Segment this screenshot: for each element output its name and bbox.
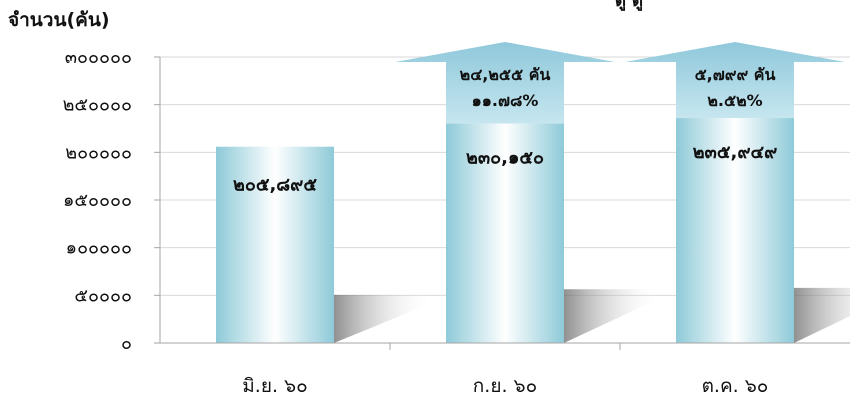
y-tick-label-5: ๒๕๐๐๐๐ (63, 95, 132, 116)
bar-2 (676, 118, 794, 343)
bars (216, 118, 794, 343)
x-category-label-1: ก.ย. ๖๐ (473, 375, 537, 397)
y-tick-label-0: ๐ (121, 333, 132, 354)
change-arrows (395, 42, 845, 124)
bar-shadows (334, 287, 850, 343)
bar-0 (216, 146, 334, 343)
data-label-2: ๒๓๕,๙๔๙ (693, 142, 778, 163)
y-tick-label-6: ๓๐๐๐๐๐ (65, 47, 132, 68)
y-tick-label-3: ๑๕๐๐๐๐ (63, 190, 132, 211)
bar-shadow-1 (564, 289, 662, 343)
chart-title-partial: ดู ดู (615, 0, 643, 12)
y-axis-label: จำนวน(คัน) (8, 9, 110, 31)
axes (154, 56, 850, 350)
data-label-0: ๒๐๕,๘๙๕ (233, 175, 317, 196)
x-category-label-2: ต.ค. ๖๐ (702, 375, 769, 397)
x-category-label-0: มิ.ย. ๖๐ (242, 375, 307, 397)
change-count-label-1: ๒๔,๒๕๕ คัน (460, 65, 551, 84)
change-count-label-2: ๕,๗๙๙ คัน (695, 65, 776, 84)
change-arrow-2 (625, 42, 845, 119)
bar-shadow-2 (794, 287, 850, 343)
y-tick-label-4: ๒๐๐๐๐๐ (65, 142, 132, 163)
change-arrow-1 (395, 42, 615, 124)
change-percent-label-2: ๒.๕๒% (707, 91, 762, 110)
labels: ๐ ๕๐๐๐๐ ๑๐๐๐๐๐ ๑๕๐๐๐๐ ๒๐๐๐๐๐ ๒๕๐๐๐๐ ๓๐๐๐๐๐มิ.ย… (63, 47, 778, 397)
y-tick-label-1: ๕๐๐๐๐ (74, 285, 132, 306)
y-tick-label-2: ๑๐๐๐๐๐ (66, 238, 132, 259)
bar-1 (446, 123, 564, 343)
bar-shadow-0 (334, 294, 432, 343)
change-percent-label-1: ๑๑.๗๘% (472, 91, 539, 110)
data-label-1: ๒๓๐,๑๕๐ (466, 148, 544, 169)
